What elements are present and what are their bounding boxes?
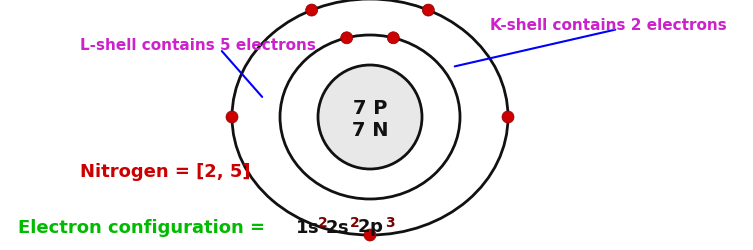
Circle shape xyxy=(502,112,514,124)
Circle shape xyxy=(340,33,352,44)
Text: 7 N: 7 N xyxy=(352,120,389,139)
Circle shape xyxy=(306,5,318,17)
Circle shape xyxy=(364,229,376,241)
Text: L-shell contains 5 electrons: L-shell contains 5 electrons xyxy=(80,38,316,53)
Circle shape xyxy=(387,33,399,44)
Circle shape xyxy=(422,5,434,17)
Text: $\mathbf{2p}$: $\mathbf{2p}$ xyxy=(357,217,383,238)
Text: 7 P: 7 P xyxy=(353,98,387,117)
Ellipse shape xyxy=(318,66,422,169)
Text: K-shell contains 2 electrons: K-shell contains 2 electrons xyxy=(490,18,727,33)
Text: $\mathbf{2}$: $\mathbf{2}$ xyxy=(317,215,328,229)
Text: $\mathbf{1s}$: $\mathbf{1s}$ xyxy=(295,218,319,236)
Circle shape xyxy=(226,112,238,124)
Text: Nitrogen = [2, 5]: Nitrogen = [2, 5] xyxy=(80,162,251,180)
Text: Electron configuration =: Electron configuration = xyxy=(18,218,271,236)
Text: $\mathbf{3}$: $\mathbf{3}$ xyxy=(385,215,395,229)
Text: $\mathbf{2s}$: $\mathbf{2s}$ xyxy=(325,218,349,236)
Text: $\mathbf{2}$: $\mathbf{2}$ xyxy=(349,215,359,229)
